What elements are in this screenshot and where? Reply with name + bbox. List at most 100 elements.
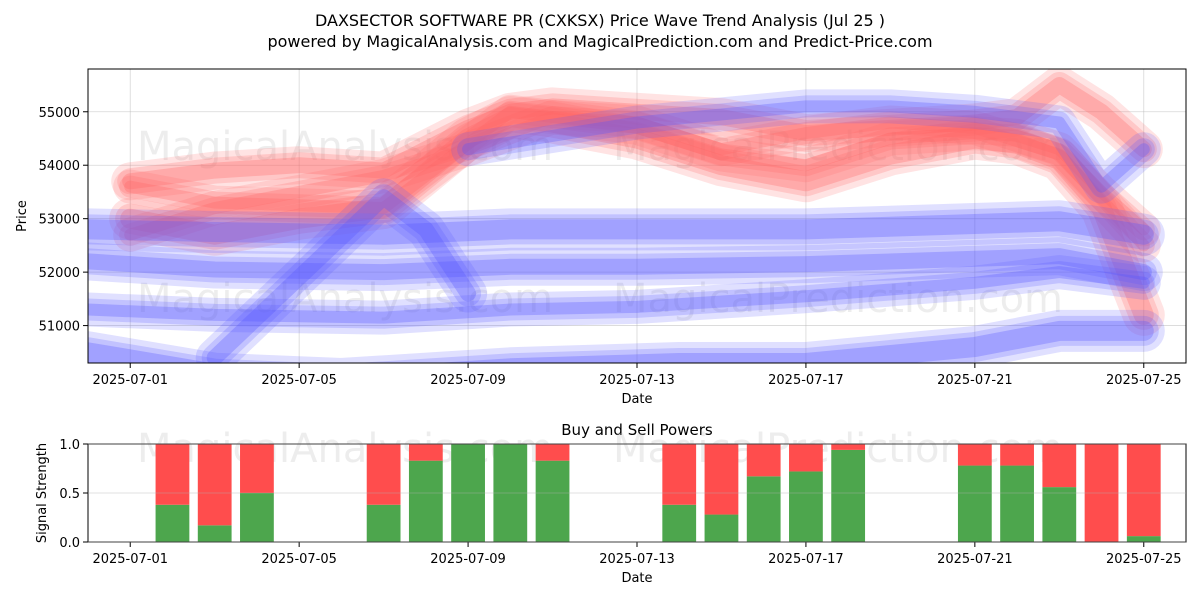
blue-wave-line xyxy=(195,178,488,363)
blue-wave-line xyxy=(451,89,1161,204)
x-tick-label: 2025-07-21 xyxy=(937,552,1013,567)
price-x-axis-label: Date xyxy=(621,392,652,407)
y-tick-label: 1.0 xyxy=(59,438,80,453)
sell-bar xyxy=(1000,444,1034,466)
red-wave-line xyxy=(111,69,1163,201)
figure-title-line2: powered by MagicalAnalysis.com and Magic… xyxy=(267,32,932,51)
blue-wave-line xyxy=(88,211,1154,245)
buy-bar xyxy=(197,525,232,542)
red-wave-line xyxy=(120,107,1154,325)
buy-bar xyxy=(1042,487,1077,542)
blue-wave-line xyxy=(88,261,1155,329)
red-wave-line xyxy=(117,72,1157,195)
watermark-text: MagicalAnalysis.com xyxy=(137,124,553,170)
price-wave-series xyxy=(88,69,1165,363)
buy-bar xyxy=(831,449,866,542)
red-wave-line xyxy=(109,96,1165,336)
buy-bar xyxy=(535,460,570,542)
power-bars xyxy=(155,444,1161,542)
x-tick-label: 2025-07-05 xyxy=(261,552,337,567)
blue-wave-line xyxy=(88,248,1152,281)
sell-bar xyxy=(240,444,274,493)
buy-bar xyxy=(957,465,992,542)
power-axes: 2025-07-01 2025-07-05 2025-07-09 2025-07-13… xyxy=(59,438,1186,567)
blue-wave-line xyxy=(88,255,1161,335)
price-watermarks: MagicalAnalysis.com MagicalPrediction.co… xyxy=(137,124,1063,322)
buy-bar xyxy=(240,493,274,542)
buy-bar xyxy=(155,504,190,542)
x-tick-label: 2025-07-01 xyxy=(92,373,168,388)
sell-bar xyxy=(746,444,781,477)
blue-wave-line xyxy=(88,200,1165,256)
buy-bar xyxy=(789,471,823,542)
price-grid xyxy=(88,69,1186,363)
blue-wave-line xyxy=(88,206,1159,250)
red-wave-line xyxy=(113,94,1161,247)
red-wave-line xyxy=(113,100,1161,263)
sell-bar xyxy=(1126,444,1161,537)
x-tick-label: 2025-07-01 xyxy=(92,552,168,567)
watermark-text: MagicalAnalysis.com xyxy=(137,276,553,322)
blue-wave-line xyxy=(88,320,1154,363)
power-chart: Buy and Sell Powers MagicalAnalysis.com … xyxy=(35,421,1187,586)
sell-bar xyxy=(155,444,190,505)
power-y-axis-label: Signal Strength xyxy=(35,443,50,543)
x-tick-label: 2025-07-21 xyxy=(937,373,1013,388)
buy-bar xyxy=(704,514,739,542)
x-tick-label: 2025-07-17 xyxy=(768,373,844,388)
sell-bar xyxy=(366,444,401,505)
y-tick-label: 53000 xyxy=(39,213,80,228)
red-wave-line xyxy=(115,102,1159,330)
x-tick-label: 2025-07-13 xyxy=(599,373,675,388)
price-axes: 2025-07-01 2025-07-05 2025-07-09 2025-07-13… xyxy=(39,106,1182,388)
x-tick-label: 2025-07-05 xyxy=(261,373,337,388)
y-tick-label: 54000 xyxy=(39,159,80,174)
sell-bar xyxy=(1042,444,1077,488)
blue-wave-line xyxy=(88,266,1150,324)
x-tick-label: 2025-07-13 xyxy=(599,552,675,567)
buy-bar xyxy=(662,504,697,542)
blue-wave-line xyxy=(88,315,1159,363)
blue-wave-line xyxy=(457,95,1155,198)
red-wave-line xyxy=(119,100,1155,241)
series-group xyxy=(88,69,1165,363)
buy-bar xyxy=(1126,536,1161,542)
sell-bar xyxy=(704,444,739,515)
y-tick-label: 51000 xyxy=(39,320,80,335)
buy-bar xyxy=(746,476,781,542)
x-tick-label: 2025-07-17 xyxy=(768,552,844,567)
sell-bar xyxy=(662,444,697,505)
y-tick-label: 55000 xyxy=(39,106,80,121)
blue-wave-line xyxy=(88,237,1163,292)
x-tick-label: 2025-07-25 xyxy=(1106,552,1182,567)
sell-bar xyxy=(957,444,992,466)
buy-bar xyxy=(408,460,443,542)
red-wave-line xyxy=(119,106,1155,257)
watermark-text: MagicalPrediction.com xyxy=(613,124,1063,170)
blue-wave-line xyxy=(88,309,1165,363)
price-y-axis-label: Price xyxy=(15,200,30,232)
red-wave-line xyxy=(122,77,1152,190)
sell-bar xyxy=(831,444,866,450)
x-tick-label: 2025-07-25 xyxy=(1106,373,1182,388)
red-wave-line xyxy=(124,111,1150,252)
sell-bar xyxy=(197,444,232,526)
y-tick-label: 52000 xyxy=(39,266,80,281)
sell-bar xyxy=(408,444,443,461)
blue-wave-line xyxy=(462,100,1150,193)
x-tick-label: 2025-07-09 xyxy=(430,552,506,567)
buy-bar xyxy=(1000,465,1034,542)
x-tick-label: 2025-07-09 xyxy=(430,373,506,388)
y-tick-label: 0.5 xyxy=(59,487,80,502)
blue-wave-line xyxy=(201,184,482,363)
sell-bar xyxy=(789,444,823,472)
buy-bar xyxy=(366,504,401,542)
price-chart: MagicalAnalysis.com MagicalPrediction.co… xyxy=(15,68,1187,407)
sell-bar xyxy=(535,444,570,461)
power-x-axis-label: Date xyxy=(621,571,652,586)
power-chart-title: Buy and Sell Powers xyxy=(561,421,713,439)
watermark-text: MagicalPrediction.com xyxy=(613,276,1063,322)
blue-wave-line xyxy=(206,189,477,363)
